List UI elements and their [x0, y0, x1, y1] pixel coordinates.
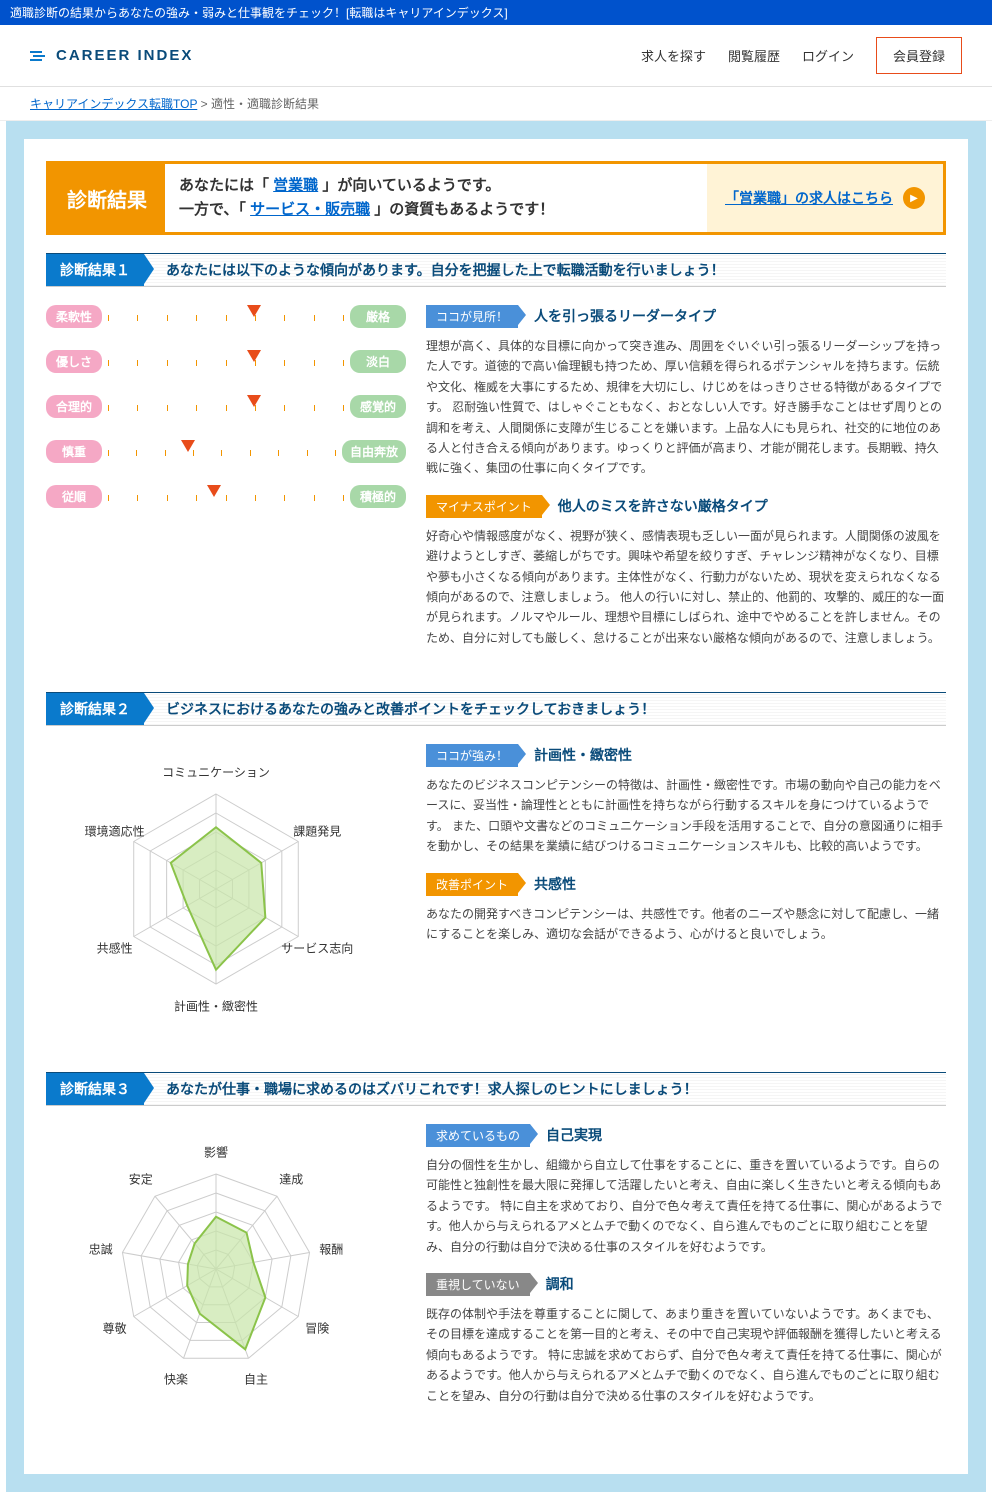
section-2: 診断結果２ ビジネスにおけるあなたの強みと改善ポイントをチェックしておきましょう… — [46, 692, 946, 1044]
notwant-text: 既存の体制や手法を尊重することに関して、あまり重きを置いていないようです。あくま… — [426, 1304, 946, 1406]
radar-label: 共感性 — [97, 939, 133, 956]
header: CAREER INDEX 求人を探す 閲覧履歴 ログイン 会員登録 — [0, 25, 992, 87]
trait-row: 従順 積極的 — [46, 485, 406, 508]
top-banner: 適職診断の結果からあなたの強み・弱みと仕事観をチェック！[転職はキャリアインデッ… — [0, 0, 992, 25]
logo[interactable]: CAREER INDEX — [30, 47, 193, 64]
trait-marker — [247, 395, 261, 407]
trait-right: 淡白 — [350, 350, 406, 373]
trait-row: 柔軟性 厳格 — [46, 305, 406, 328]
section-3-num: 診断結果３ — [46, 1073, 144, 1105]
radar-label: 達成 — [279, 1171, 303, 1188]
banner-link-2[interactable]: サービス・販売職 — [250, 201, 370, 218]
trait-scale — [108, 397, 344, 417]
trait-right: 自由奔放 — [342, 440, 406, 463]
breadcrumb-sep: > — [197, 97, 211, 111]
breadcrumb: キャリアインデックス転職TOP > 適性・適職診断結果 — [0, 87, 992, 121]
radar-label: 安定 — [129, 1171, 153, 1188]
nav-login[interactable]: ログイン — [802, 46, 854, 65]
register-button[interactable]: 会員登録 — [876, 37, 962, 74]
radar-label: 報酬 — [319, 1240, 343, 1257]
strength-title: 計画性・緻密性 — [534, 747, 632, 763]
radar-label: 課題発見 — [293, 822, 341, 839]
trait-marker — [247, 350, 261, 362]
section-2-num: 診断結果２ — [46, 693, 144, 725]
trait-left: 従順 — [46, 485, 102, 508]
trait-left: 柔軟性 — [46, 305, 102, 328]
logo-text: CAREER INDEX — [56, 47, 193, 64]
radar-label: 快楽 — [164, 1371, 188, 1388]
trait-scale — [108, 442, 336, 462]
radar-label: 忠誠 — [89, 1240, 113, 1257]
arrow-icon: ▶ — [903, 187, 925, 209]
trait-left: 合理的 — [46, 395, 102, 418]
nav-history[interactable]: 閲覧履歴 — [728, 46, 780, 65]
radar-label: コミュニケーション — [162, 764, 270, 781]
minus-text: 好奇心や情報感度がなく、視野が狭く、感情表現も乏しい一面が見られます。人間関係の… — [426, 526, 946, 648]
section-2-title: ビジネスにおけるあなたの強みと改善ポイントをチェックしておきましょう！ — [144, 699, 655, 719]
improve-tag: 改善ポイント — [426, 873, 518, 896]
radar-label: 影響 — [204, 1144, 228, 1161]
trait-marker — [247, 305, 261, 317]
notwant-title: 調和 — [546, 1276, 574, 1292]
radar-label: 環境適応性 — [85, 822, 145, 839]
radar-label: 計画性・緻密性 — [174, 998, 258, 1015]
section-1: 診断結果１ あなたには以下のような傾向があります。自分を把握した上で転職活動を行… — [46, 253, 946, 664]
trait-right: 厳格 — [350, 305, 406, 328]
trait-right: 積極的 — [350, 485, 406, 508]
want-text: 自分の個性を生かし、組織から自立して仕事をすることに、重きを置いているようです。… — [426, 1155, 946, 1257]
trait-row: 合理的 感覚的 — [46, 395, 406, 418]
trait-scale — [108, 352, 344, 372]
radar-label: サービス志向 — [281, 939, 353, 956]
notwant-tag: 重視していない — [426, 1273, 530, 1296]
radar-label: 尊敬 — [103, 1319, 127, 1336]
result-banner-label: 診断結果 — [49, 164, 165, 232]
logo-icon — [30, 49, 48, 63]
radar-chart-2: コミュニケーション課題発見サービス志向計画性・緻密性 共感性 環境適応性 — [46, 744, 386, 1044]
section-3-title: あなたが仕事・職場に求めるのはズバリこれです！求人探しのヒントにしましょう！ — [144, 1079, 698, 1099]
nav: 求人を探す 閲覧履歴 ログイン 会員登録 — [641, 37, 962, 74]
trait-scale — [108, 487, 344, 507]
trait-right: 感覚的 — [350, 395, 406, 418]
trait-row: 慎重 自由奔放 — [46, 440, 406, 463]
radar-chart-3: 影響達成報酬冒険自主 快楽 尊敬 忠誠 安定 — [46, 1124, 386, 1424]
improve-text: あなたの開発すべきコンピテンシーは、共感性です。他者のニーズや懸念に対して配慮し… — [426, 904, 946, 945]
highlight-title: 人を引っ張るリーダータイプ — [534, 308, 716, 324]
section-1-num: 診断結果１ — [46, 254, 144, 286]
breadcrumb-home[interactable]: キャリアインデックス転職TOP — [30, 97, 197, 111]
result-banner-cta[interactable]: 「営業職」の求人はこちら ▶ — [707, 164, 943, 232]
highlight-tag: ココが見所！ — [426, 305, 518, 328]
trait-left: 優しさ — [46, 350, 102, 373]
minus-tag: マイナスポイント — [426, 495, 542, 518]
minus-title: 他人のミスを許さない厳格タイプ — [558, 498, 768, 514]
section-1-title: あなたには以下のような傾向があります。自分を把握した上で転職活動を行いましょう！ — [144, 260, 725, 280]
want-tag: 求めているもの — [426, 1124, 530, 1147]
traits-list: 柔軟性 厳格優しさ 淡白合理的 感覚的慎重 自由奔放従順 積極的 — [46, 305, 406, 664]
result-banner: 診断結果 あなたには「 営業職 」が向いているようです。 一方で、「 サービス・… — [46, 161, 946, 235]
trait-row: 優しさ 淡白 — [46, 350, 406, 373]
result-banner-text: あなたには「 営業職 」が向いているようです。 一方で、「 サービス・販売職 」… — [165, 164, 707, 232]
cta-link[interactable]: 「営業職」の求人はこちら — [725, 188, 893, 208]
improve-title: 共感性 — [534, 876, 576, 892]
nav-search[interactable]: 求人を探す — [641, 46, 706, 65]
section-3: 診断結果３ あなたが仕事・職場に求めるのはズバリこれです！求人探しのヒントにしま… — [46, 1072, 946, 1424]
highlight-text: 理想が高く、具体的な目標に向かって突き進み、周囲をぐいぐい引っ張るリーダーシップ… — [426, 336, 946, 479]
banner-link-1[interactable]: 営業職 — [273, 177, 318, 194]
want-title: 自己実現 — [546, 1127, 602, 1143]
trait-marker — [181, 440, 195, 452]
radar-label: 自主 — [244, 1371, 268, 1388]
radar-label: 冒険 — [305, 1319, 329, 1336]
strength-tag: ココが強み！ — [426, 744, 518, 767]
breadcrumb-current: 適性・適職診断結果 — [211, 97, 319, 111]
trait-scale — [108, 307, 344, 327]
trait-marker — [207, 485, 221, 497]
trait-left: 慎重 — [46, 440, 102, 463]
strength-text: あなたのビジネスコンピテンシーの特徴は、計画性・緻密性です。市場の動向や自己の能… — [426, 775, 946, 857]
